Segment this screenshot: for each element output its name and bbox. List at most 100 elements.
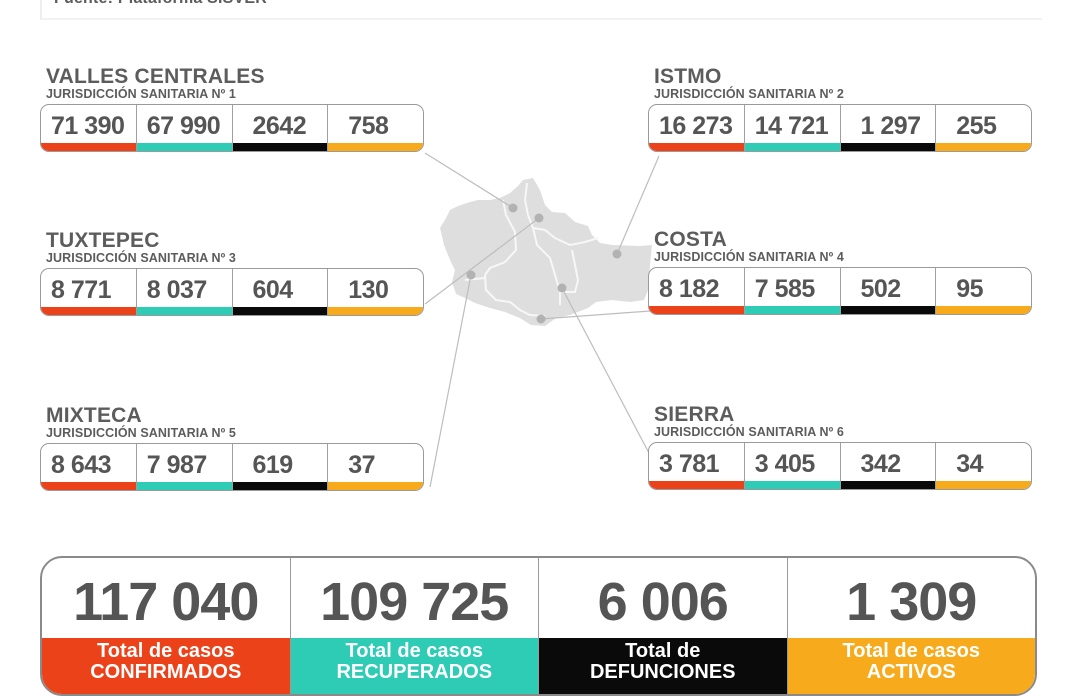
stat-value: 1 297: [860, 112, 922, 140]
bar-confirmados: [41, 307, 136, 315]
stat-recuperados: 67 990: [136, 105, 233, 151]
stat-value: 3 405: [754, 450, 816, 478]
region-tuxtepec: TUXTEPEC JURISDICCIÓN SANITARIA Nº 3 8 7…: [40, 230, 424, 316]
total-recuperados: 109 725 Total de casos RECUPERADOS: [290, 558, 539, 694]
region-mixteca: MIXTECA JURISDICCIÓN SANITARIA Nº 5 8 64…: [40, 405, 424, 491]
label-line-1: Total de casos: [97, 640, 235, 662]
stat-defunciones: 2642: [232, 105, 329, 151]
stat-activos: 130: [328, 269, 423, 315]
label-line-2: ACTIVOS: [866, 661, 956, 683]
stat-value: 37: [348, 451, 376, 479]
region-title: SIERRA: [654, 403, 735, 426]
total-label: Total de casos RECUPERADOS: [290, 638, 538, 694]
stat-row: 71 390 67 990 2642 758: [40, 104, 424, 152]
bar-recuperados: [136, 482, 232, 490]
bar-defunciones: [840, 143, 936, 151]
bar-recuperados: [744, 143, 840, 151]
bar-confirmados: [41, 482, 136, 490]
source-frame: [40, 0, 1042, 20]
bar-confirmados: [41, 143, 136, 151]
region-title: ISTMO: [654, 65, 722, 88]
stat-value: 758: [348, 112, 389, 140]
region-istmo: ISTMO JURISDICCIÓN SANITARIA Nº 2 16 273…: [648, 66, 1032, 152]
bar-activos: [936, 481, 1031, 489]
stat-defunciones: 342: [840, 443, 937, 489]
stat-confirmados: 8 182: [649, 268, 745, 314]
label-line-2: DEFUNCIONES: [589, 661, 736, 683]
stat-value: 7 987: [146, 451, 208, 479]
bar-defunciones: [840, 306, 936, 314]
stat-row: 8 182 7 585 502 95: [648, 267, 1032, 315]
stat-value: 95: [956, 275, 984, 303]
total-label: Total de casos CONFIRMADOS: [42, 638, 290, 694]
stat-value: 8 771: [51, 276, 112, 304]
stat-activos: 37: [328, 444, 423, 490]
bar-confirmados: [649, 481, 744, 489]
stat-defunciones: 604: [232, 269, 329, 315]
label-line-1: Total de casos: [842, 640, 980, 662]
region-subtitle: JURISDICCIÓN SANITARIA Nº 5: [46, 426, 236, 440]
oaxaca-map: [424, 152, 660, 488]
stat-defunciones: 502: [840, 268, 937, 314]
stat-value: 8 643: [51, 451, 112, 479]
bar-defunciones: [232, 143, 328, 151]
bar-defunciones: [840, 481, 936, 489]
stat-activos: 95: [936, 268, 1031, 314]
region-subtitle: JURISDICCIÓN SANITARIA Nº 1: [46, 87, 236, 101]
stat-value: 8 037: [146, 276, 208, 304]
stat-defunciones: 1 297: [840, 105, 937, 151]
bar-defunciones: [232, 307, 328, 315]
map-shape: [440, 178, 652, 326]
stat-recuperados: 7 585: [744, 268, 841, 314]
stat-row: 16 273 14 721 1 297 255: [648, 104, 1032, 152]
bar-activos: [936, 143, 1031, 151]
total-value: 109 725: [320, 572, 509, 632]
stat-value: 14 721: [754, 112, 829, 140]
stat-value: 7 585: [754, 275, 816, 303]
stat-confirmados: 3 781: [649, 443, 745, 489]
bar-recuperados: [744, 306, 840, 314]
bar-recuperados: [136, 307, 232, 315]
bar-confirmados: [649, 143, 744, 151]
region-subtitle: JURISDICCIÓN SANITARIA Nº 6: [654, 425, 844, 439]
bar-recuperados: [136, 143, 232, 151]
total-defunciones: 6 006 Total de DEFUNCIONES: [539, 558, 788, 694]
region-subtitle: JURISDICCIÓN SANITARIA Nº 2: [654, 87, 844, 101]
stat-value: 502: [860, 275, 902, 303]
region-subtitle: JURISDICCIÓN SANITARIA Nº 4: [654, 250, 844, 264]
stat-value: 16 273: [659, 112, 733, 140]
total-value: 117 040: [73, 572, 259, 632]
stat-value: 2642: [252, 112, 307, 140]
stat-activos: 34: [936, 443, 1031, 489]
total-value: 6 006: [597, 572, 729, 632]
stat-value: 619: [252, 451, 294, 479]
stat-recuperados: 7 987: [136, 444, 233, 490]
label-line-1: Total de casos: [345, 640, 483, 662]
bar-activos: [328, 143, 423, 151]
region-subtitle: JURISDICCIÓN SANITARIA Nº 3: [46, 251, 236, 265]
total-label: Total de DEFUNCIONES: [539, 638, 787, 694]
stat-confirmados: 8 643: [41, 444, 137, 490]
region-title: TUXTEPEC: [46, 229, 160, 252]
stat-value: 67 990: [146, 112, 221, 140]
stat-value: 8 182: [659, 275, 720, 303]
label-line-2: RECUPERADOS: [336, 661, 493, 683]
stat-value: 71 390: [51, 112, 125, 140]
region-title: MIXTECA: [46, 404, 142, 427]
stat-value: 130: [348, 276, 389, 304]
stat-recuperados: 3 405: [744, 443, 841, 489]
label-line-1: Total de: [625, 640, 701, 662]
stat-value: 3 781: [659, 450, 720, 478]
bar-activos: [328, 482, 423, 490]
total-activos: 1 309 Total de casos ACTIVOS: [787, 558, 1035, 694]
stat-defunciones: 619: [232, 444, 329, 490]
bar-activos: [936, 306, 1031, 314]
stat-activos: 758: [328, 105, 423, 151]
stat-value: 34: [956, 450, 984, 478]
summary-panel: 117 040 Total de casos CONFIRMADOS 109 7…: [40, 556, 1037, 696]
label-line-2: CONFIRMADOS: [90, 661, 242, 683]
stat-row: 8 771 8 037 604 130: [40, 268, 424, 316]
region-title: VALLES CENTRALES: [46, 65, 265, 88]
bar-recuperados: [744, 481, 840, 489]
region-title: COSTA: [654, 228, 727, 251]
